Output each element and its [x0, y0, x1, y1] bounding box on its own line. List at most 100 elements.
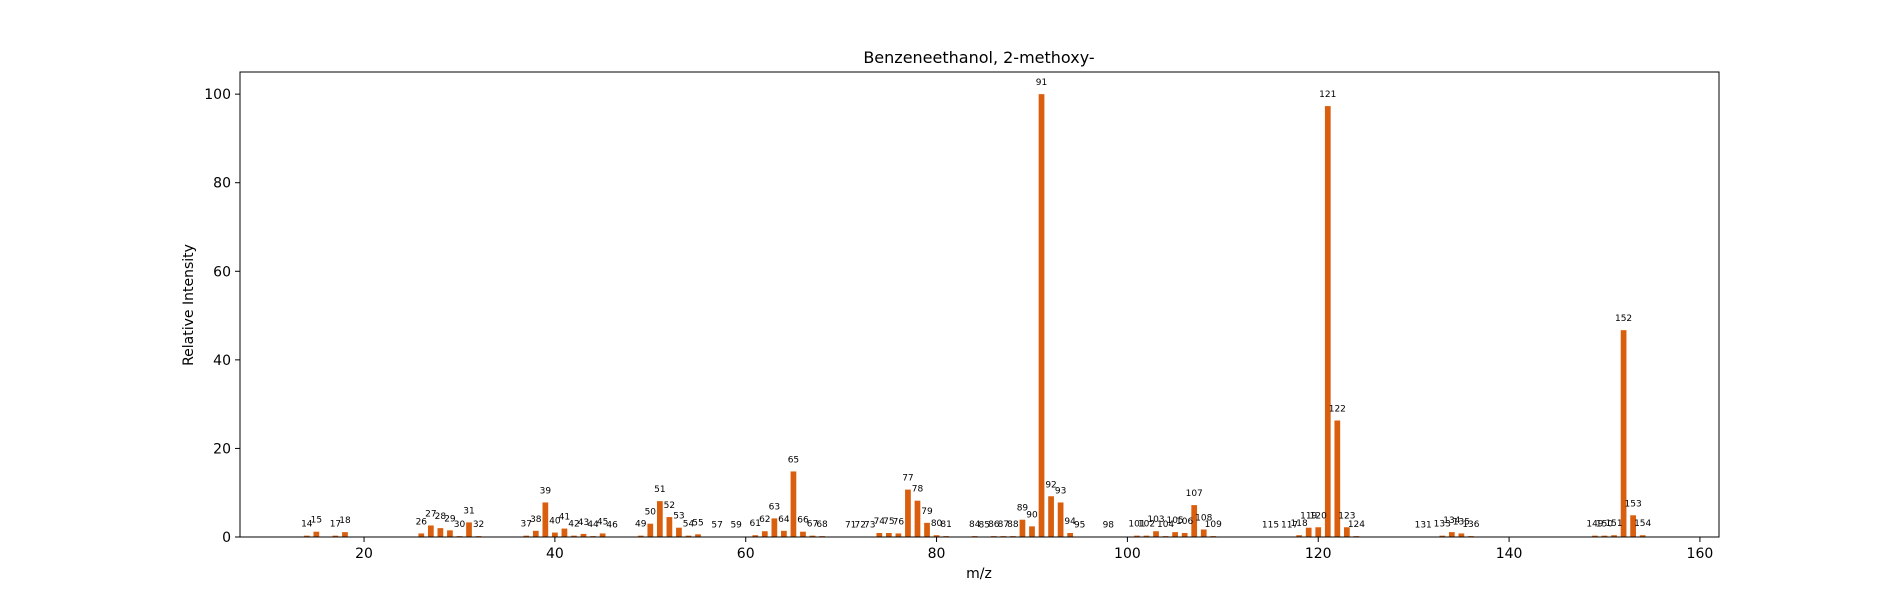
bar-mz-52 — [666, 517, 673, 537]
peak-label-54: 54 — [683, 520, 695, 530]
bar-mz-122 — [1334, 420, 1341, 537]
peak-label-45: 45 — [597, 517, 608, 527]
peak-label-67: 67 — [807, 520, 818, 530]
peak-label-92: 92 — [1045, 480, 1056, 490]
peak-label-73: 73 — [864, 521, 875, 531]
peak-label-88: 88 — [1007, 520, 1019, 530]
y-tick-label: 0 — [222, 530, 231, 546]
peak-label-118: 118 — [1291, 519, 1308, 529]
peak-label-109: 109 — [1205, 520, 1222, 530]
bar-mz-107 — [1191, 505, 1198, 537]
peak-label-74: 74 — [874, 517, 886, 527]
bar-mz-66 — [800, 531, 806, 537]
peak-label-87: 87 — [998, 520, 1009, 530]
peak-label-94: 94 — [1064, 517, 1076, 527]
peak-label-150: 150 — [1596, 520, 1613, 530]
peak-label-121: 121 — [1319, 90, 1336, 100]
peak-label-119: 119 — [1300, 512, 1317, 522]
peak-label-31: 31 — [463, 506, 474, 516]
peak-label-32: 32 — [473, 520, 484, 530]
peak-label-78: 78 — [912, 485, 924, 495]
peak-label-108: 108 — [1195, 513, 1212, 523]
peak-label-91: 91 — [1036, 78, 1047, 88]
bar-mz-67 — [809, 535, 816, 537]
bar-mz-133 — [1439, 535, 1446, 537]
peak-label-57: 57 — [711, 521, 722, 531]
peak-label-81: 81 — [940, 520, 951, 530]
peak-label-49: 49 — [635, 520, 647, 530]
bar-mz-29 — [447, 530, 453, 537]
bar-mz-150 — [1601, 535, 1608, 537]
peak-label-80: 80 — [931, 519, 943, 529]
bar-mz-26 — [418, 533, 425, 537]
peak-label-52: 52 — [664, 501, 675, 511]
bar-mz-94 — [1067, 533, 1074, 537]
bar-mz-27 — [427, 525, 434, 537]
bar-mz-40 — [552, 532, 558, 537]
x-tick-label: 120 — [1305, 546, 1332, 562]
bar-mz-75 — [885, 533, 892, 537]
bar-mz-135 — [1458, 533, 1465, 537]
bar-mz-45 — [599, 533, 606, 537]
peak-label-124: 124 — [1348, 520, 1365, 530]
bar-mz-92 — [1048, 496, 1054, 537]
peak-label-68: 68 — [816, 520, 828, 530]
peak-label-105: 105 — [1167, 516, 1184, 526]
bar-mz-43 — [580, 533, 587, 537]
x-tick-label: 40 — [546, 546, 564, 562]
y-tick-label: 20 — [213, 441, 231, 457]
x-tick-label: 160 — [1687, 546, 1714, 562]
bar-mz-79 — [924, 522, 930, 537]
y-tick-label: 100 — [204, 87, 231, 103]
peak-label-29: 29 — [444, 514, 456, 524]
bar-mz-41 — [561, 528, 568, 537]
peak-label-131: 131 — [1415, 521, 1432, 531]
bar-mz-90 — [1029, 526, 1035, 537]
plot-frame — [239, 71, 1720, 538]
bar-mz-28 — [437, 528, 444, 537]
bar-mz-31 — [466, 522, 472, 537]
bar-mz-154 — [1639, 535, 1646, 537]
peak-label-151: 151 — [1605, 519, 1622, 529]
peak-label-120: 120 — [1310, 511, 1327, 521]
peak-label-44: 44 — [587, 520, 599, 530]
x-tick-label: 80 — [928, 546, 946, 562]
bar-mz-51 — [656, 501, 663, 537]
bar-mz-89 — [1019, 519, 1026, 537]
bar-mz-123 — [1344, 527, 1350, 537]
x-tick-label: 20 — [355, 546, 373, 562]
peak-label-37: 37 — [521, 520, 532, 530]
chart-title: Benzeneethanol, 2-methoxy- — [863, 48, 1094, 67]
peak-label-62: 62 — [759, 515, 770, 525]
bar-mz-74 — [876, 533, 883, 537]
bar-mz-151 — [1611, 535, 1617, 537]
bar-mz-153 — [1630, 515, 1636, 537]
peak-label-40: 40 — [549, 517, 561, 527]
bar-mz-80 — [933, 535, 940, 537]
bar-mz-17 — [332, 535, 339, 537]
bar-mz-134 — [1448, 532, 1455, 537]
peak-label-136: 136 — [1462, 520, 1479, 530]
bar-mz-50 — [647, 523, 654, 537]
peak-label-107: 107 — [1186, 489, 1203, 499]
bar-mz-49 — [637, 535, 644, 537]
peak-label-84: 84 — [969, 520, 981, 530]
peak-label-46: 46 — [606, 521, 618, 531]
peak-label-30: 30 — [454, 520, 466, 530]
peak-label-79: 79 — [921, 507, 933, 517]
bar-mz-149 — [1592, 535, 1598, 537]
x-tick-label: 60 — [737, 546, 755, 562]
peak-label-95: 95 — [1074, 521, 1085, 531]
peak-label-27: 27 — [425, 509, 436, 519]
peak-label-89: 89 — [1017, 504, 1029, 514]
x-tick-label: 100 — [1114, 546, 1141, 562]
y-tick-label: 60 — [213, 264, 231, 280]
bar-mz-120 — [1315, 527, 1322, 537]
bars-layer — [303, 94, 1646, 537]
peak-label-85: 85 — [979, 521, 990, 531]
bar-mz-77 — [905, 489, 911, 537]
peak-label-93: 93 — [1055, 486, 1066, 496]
peak-label-15: 15 — [311, 516, 322, 526]
bar-mz-105 — [1172, 532, 1178, 537]
